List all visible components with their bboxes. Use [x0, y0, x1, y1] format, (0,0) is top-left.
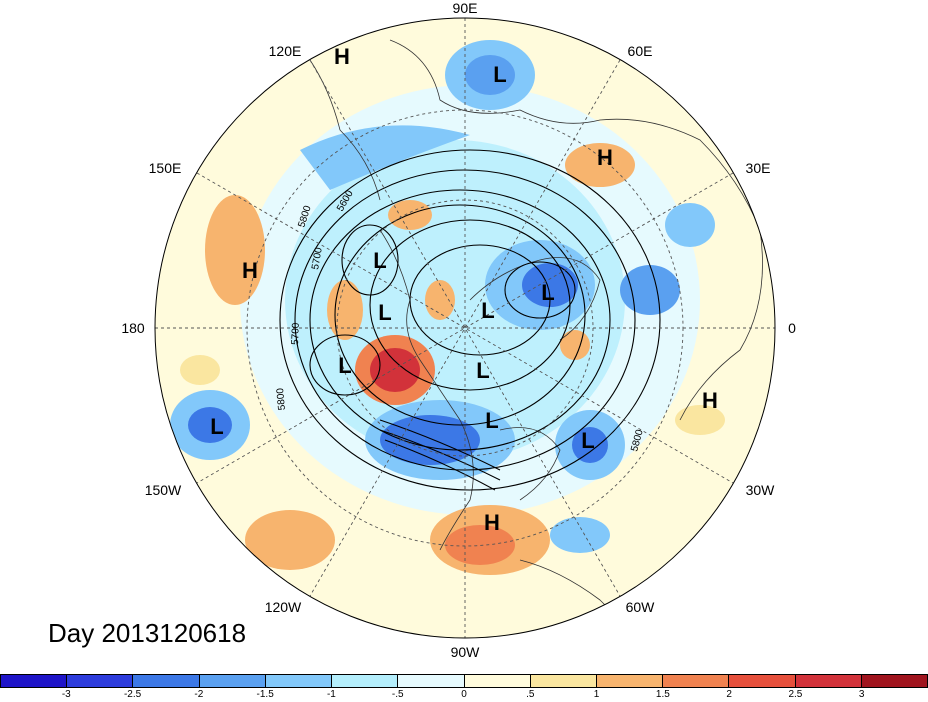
lon-label-0: 0 [788, 320, 796, 336]
lon-label-150e: 150E [149, 160, 182, 176]
colorbar-tick-label: 1.5 [655, 689, 670, 700]
colorbar-segment [729, 675, 796, 687]
lon-label-90e: 90E [453, 0, 478, 16]
colorbar-tick-label: 3 [858, 689, 865, 700]
colorbar-segment [530, 675, 597, 687]
lon-label-30w: 30W [746, 482, 776, 498]
colorbar-segment [133, 675, 200, 687]
colorbar-segment [1, 675, 68, 687]
low-center: L [476, 358, 489, 383]
colorbar-segment [861, 675, 928, 687]
contour-label: 5700 [310, 246, 325, 270]
map-title: Day 2013120618 [48, 618, 247, 648]
colorbar-tick-label: .5 [526, 689, 535, 700]
colorbar-tick-label: -3 [61, 689, 71, 700]
colorbar-tick-label: -1 [326, 689, 336, 700]
graticule [155, 18, 775, 638]
colorbar-segment [265, 675, 333, 687]
low-center: L [541, 280, 554, 305]
lon-label-30e: 30E [746, 160, 771, 176]
high-center: H [334, 44, 350, 69]
colorbar-tick-label: -.5 [391, 689, 404, 700]
anomaly-shading [155, 18, 775, 638]
low-center: L [210, 414, 223, 439]
colorbar-tick-label: -1.5 [256, 689, 274, 700]
pressure-centers: H H H H H L L L L L L L L L L [210, 44, 718, 535]
contour-label: 5800 [275, 387, 288, 411]
map-border [154, 17, 776, 639]
colorbar-tick-label: 0 [461, 689, 467, 700]
lon-label-120e: 120E [269, 43, 302, 59]
colorbar-segment [596, 675, 664, 687]
colorbar-segment [795, 675, 862, 687]
colorbar-tick-labels: -3 -2.5 -2 -1.5 -1 -.5 0 .5 1 1.5 2 2.5 3 [0, 689, 928, 702]
colorbar-tick-label: -2 [194, 689, 204, 700]
lon-label-60e: 60E [628, 43, 653, 59]
colorbar-segment [67, 675, 134, 687]
lon-label-90w: 90W [451, 644, 481, 660]
colorbar-tick-label: -2.5 [123, 689, 142, 700]
colorbar-segment [464, 675, 531, 687]
high-center: H [702, 388, 718, 413]
lon-label-60w: 60W [626, 599, 656, 615]
low-center: L [338, 353, 351, 378]
lon-label-120w: 120W [265, 599, 302, 615]
colorbar-segment [199, 675, 266, 687]
colorbar-tick-label: 1 [593, 689, 600, 700]
longitude-labels: 90E 60E 120E 30E 150E 0 180 30W 150W 60W… [121, 0, 796, 660]
high-center: H [242, 258, 258, 283]
lon-label-180: 180 [121, 320, 145, 336]
colorbar-tick-label: 2.5 [788, 689, 803, 700]
colorbar-segment [332, 675, 399, 687]
low-center: L [581, 428, 594, 453]
low-center: L [373, 248, 386, 273]
colorbar-segment [398, 675, 465, 687]
low-center: L [485, 408, 498, 433]
lon-label-150w: 150W [145, 482, 182, 498]
low-center: L [378, 300, 391, 325]
colorbar-segment [663, 675, 730, 687]
high-center: H [484, 510, 500, 535]
colorbar [0, 674, 928, 688]
low-center: L [493, 62, 506, 87]
low-center: L [481, 298, 494, 323]
contour-label: 5700 [290, 322, 302, 345]
high-center: H [597, 145, 613, 170]
colorbar-tick-label: 2 [726, 689, 732, 700]
